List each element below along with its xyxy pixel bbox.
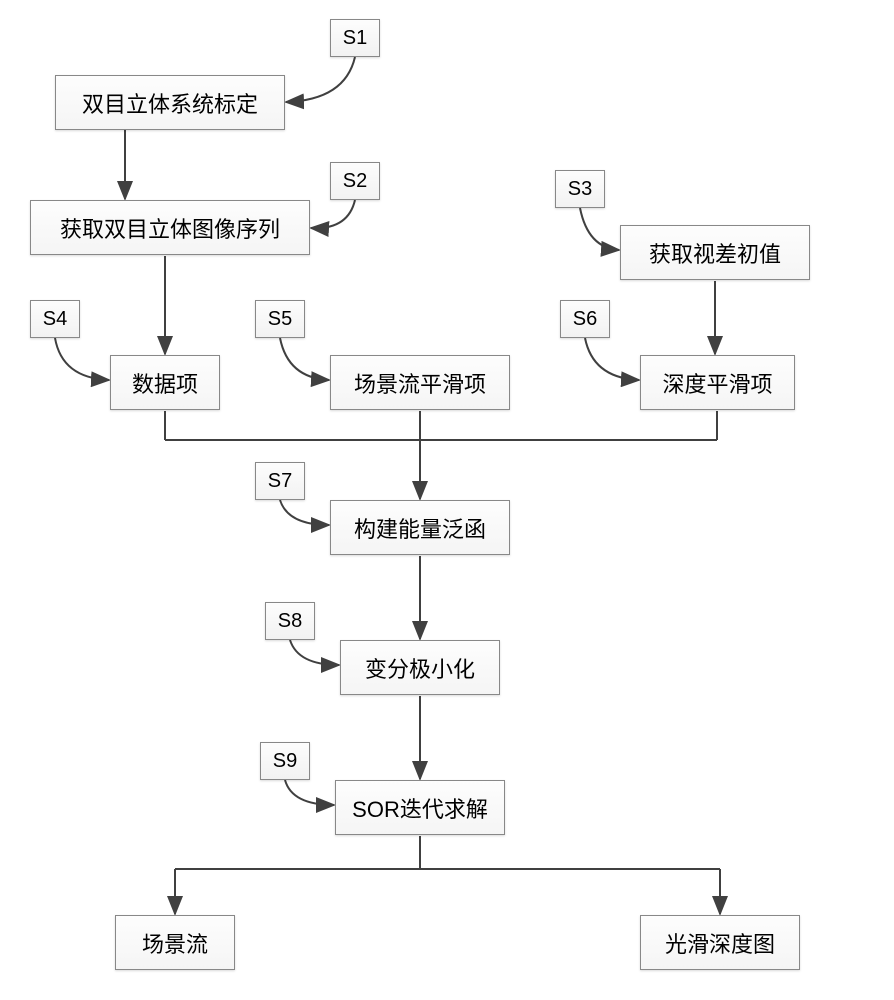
node-s6-depth-smooth: 深度平滑项 bbox=[640, 355, 795, 410]
step-label-s2: S2 bbox=[330, 162, 380, 200]
label-text: S7 bbox=[268, 470, 292, 493]
step-label-s1: S1 bbox=[330, 19, 380, 57]
label-text: S3 bbox=[568, 178, 592, 201]
node-text: 数据项 bbox=[132, 367, 198, 399]
node-text: 获取视差初值 bbox=[649, 237, 781, 269]
node-s4-data-term: 数据项 bbox=[110, 355, 220, 410]
node-s3-disparity-init: 获取视差初值 bbox=[620, 225, 810, 280]
label-text: S8 bbox=[278, 610, 302, 633]
node-text: SOR迭代求解 bbox=[352, 792, 488, 824]
node-s8-variational-min: 变分极小化 bbox=[340, 640, 500, 695]
node-text: 双目立体系统标定 bbox=[82, 87, 258, 119]
flowchart-canvas: 双目立体系统标定 获取双目立体图像序列 获取视差初值 数据项 场景流平滑项 深度… bbox=[0, 0, 894, 1000]
node-s5-sceneflow-smooth: 场景流平滑项 bbox=[330, 355, 510, 410]
step-label-s7: S7 bbox=[255, 462, 305, 500]
node-text: 构建能量泛函 bbox=[354, 512, 486, 544]
node-s9-sor-iteration: SOR迭代求解 bbox=[335, 780, 505, 835]
node-text: 变分极小化 bbox=[365, 652, 475, 684]
step-label-s3: S3 bbox=[555, 170, 605, 208]
node-s2-image-sequence: 获取双目立体图像序列 bbox=[30, 200, 310, 255]
node-s1-calibration: 双目立体系统标定 bbox=[55, 75, 285, 130]
step-label-s4: S4 bbox=[30, 300, 80, 338]
node-out-smooth-depth: 光滑深度图 bbox=[640, 915, 800, 970]
node-out-sceneflow: 场景流 bbox=[115, 915, 235, 970]
node-text: 深度平滑项 bbox=[662, 367, 772, 399]
node-text: 获取双目立体图像序列 bbox=[60, 212, 280, 244]
node-text: 光滑深度图 bbox=[665, 927, 775, 959]
node-text: 场景流 bbox=[142, 927, 208, 959]
label-text: S2 bbox=[343, 170, 367, 193]
label-text: S9 bbox=[273, 750, 297, 773]
label-text: S4 bbox=[43, 308, 67, 331]
node-text: 场景流平滑项 bbox=[354, 367, 486, 399]
label-text: S1 bbox=[343, 27, 367, 50]
step-label-s5: S5 bbox=[255, 300, 305, 338]
label-text: S5 bbox=[268, 308, 292, 331]
step-label-s6: S6 bbox=[560, 300, 610, 338]
step-label-s9: S9 bbox=[260, 742, 310, 780]
step-label-s8: S8 bbox=[265, 602, 315, 640]
node-s7-energy-functional: 构建能量泛函 bbox=[330, 500, 510, 555]
label-text: S6 bbox=[573, 308, 597, 331]
